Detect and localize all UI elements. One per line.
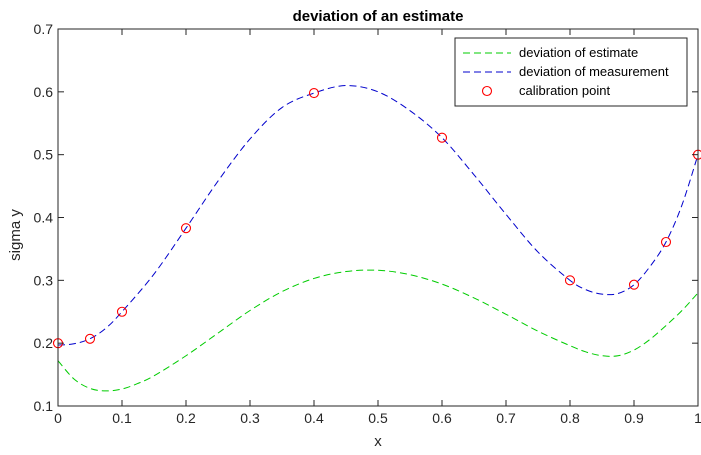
y-tick-label: 0.4 — [34, 210, 54, 226]
y-tick-label: 0.6 — [34, 84, 54, 100]
calibration-point-marker — [308, 88, 320, 99]
calibration-point-marker — [116, 306, 128, 317]
plot-area — [52, 85, 701, 392]
calibration-point-marker — [180, 223, 192, 234]
series-line-deviation-of-measurement — [58, 85, 698, 346]
calibration-point-marker — [660, 236, 672, 248]
series-line-deviation-of-estimate — [58, 269, 698, 392]
y-tick-label: 0.1 — [34, 398, 54, 414]
x-tick-label: 0.8 — [560, 410, 580, 426]
legend-label-deviation-of-estimate: deviation of estimate — [519, 45, 638, 60]
x-tick-label: 0.2 — [176, 410, 196, 426]
legend-label-deviation-of-measurement: deviation of measurement — [519, 64, 669, 79]
x-tick-label: 0 — [54, 410, 62, 426]
legend: deviation of estimate deviation of measur… — [454, 37, 688, 107]
y-tick-label: 0.3 — [34, 272, 54, 288]
y-axis-label: sigma y — [7, 209, 24, 261]
x-tick-label: 1 — [694, 410, 701, 426]
x-axis-label: x — [374, 433, 382, 450]
legend-swatch-calibration-point — [481, 85, 493, 97]
x-tick-label: 0.6 — [432, 410, 452, 426]
calibration-point-marker — [436, 132, 448, 143]
y-tick-label: 0.2 — [34, 335, 54, 351]
legend-label-calibration-point: calibration point — [519, 83, 610, 98]
legend-box — [454, 37, 688, 107]
x-tick-label: 0.4 — [304, 410, 324, 426]
x-tick-label: 0.3 — [240, 410, 260, 426]
chart-title: deviation of an estimate — [293, 8, 464, 25]
y-tick-label: 0.7 — [34, 21, 54, 37]
calibration-point-marker — [628, 279, 640, 290]
calibration-point-marker — [84, 333, 96, 344]
axes: 0 0.1 0.2 0.3 0.4 0.5 0.6 0.7 0.8 0.9 10.10.20.30.… — [34, 21, 701, 426]
x-tick-label: 0.7 — [496, 410, 516, 426]
x-tick-label: 0.5 — [368, 410, 388, 426]
x-tick-label: 0.9 — [624, 410, 644, 426]
x-tick-label: 0.1 — [112, 410, 132, 426]
calibration-point-marker — [564, 275, 576, 286]
y-tick-label: 0.5 — [34, 147, 54, 163]
